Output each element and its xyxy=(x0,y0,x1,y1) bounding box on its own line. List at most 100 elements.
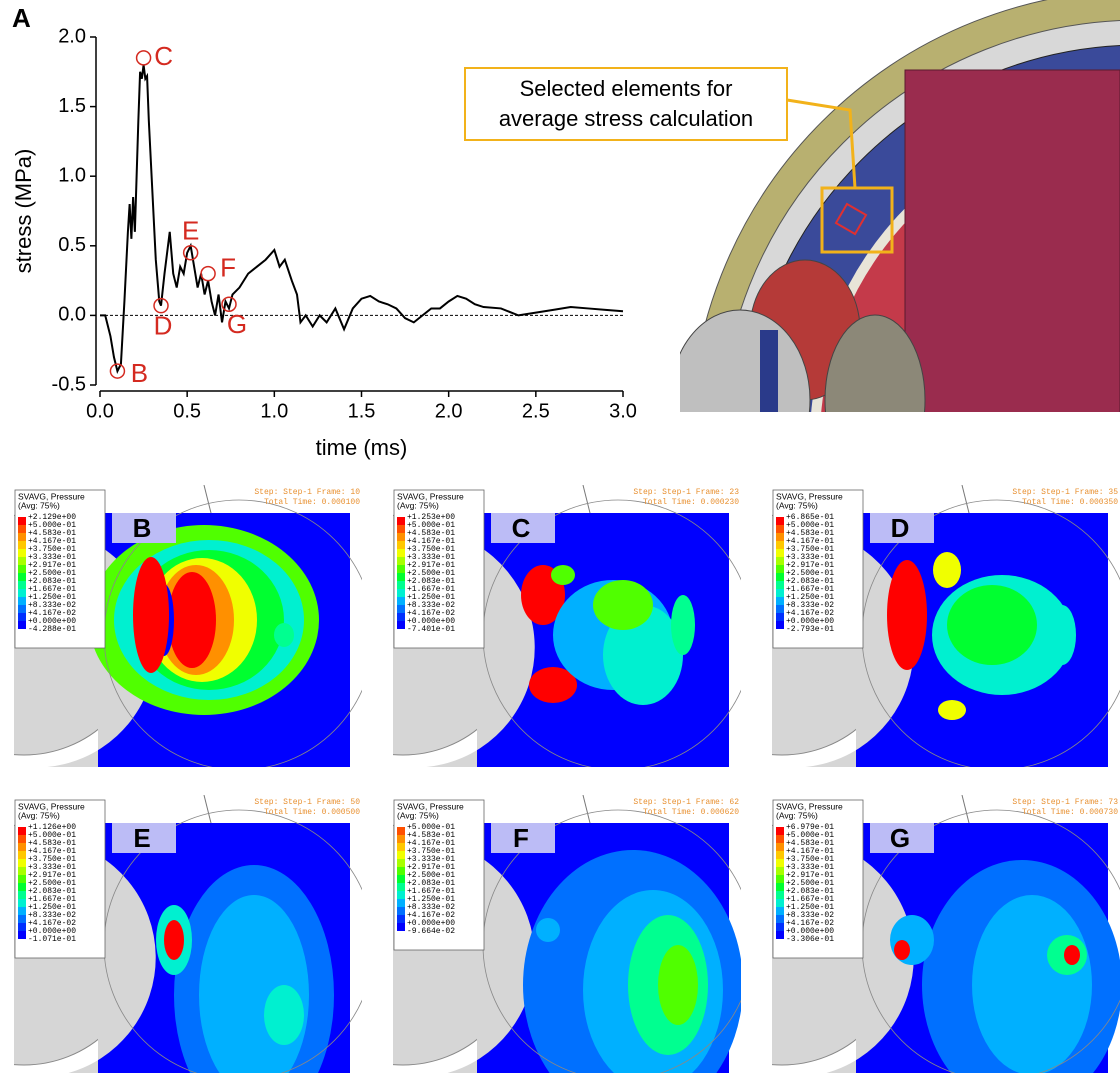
legend-swatch xyxy=(776,525,784,533)
time-header: Total Time: 0.000730 xyxy=(1022,808,1118,817)
legend-swatch xyxy=(18,533,26,541)
legend-swatch xyxy=(776,915,784,923)
legend-swatch xyxy=(397,525,405,533)
legend-swatch xyxy=(776,883,784,891)
legend-swatch xyxy=(18,851,26,859)
step-header: Step: Step-1 Frame: 23 xyxy=(633,488,739,497)
legend-swatch xyxy=(18,573,26,581)
legend-subtitle: (Avg: 75%) xyxy=(776,500,818,510)
legend-swatch xyxy=(18,597,26,605)
legend-label: -1.071e-01 xyxy=(28,935,76,944)
step-header: Step: Step-1 Frame: 73 xyxy=(1012,798,1118,807)
legend-swatch xyxy=(18,891,26,899)
contour-region xyxy=(164,920,184,960)
legend-swatch xyxy=(18,605,26,613)
legend-swatch xyxy=(776,875,784,883)
legend-swatch xyxy=(776,557,784,565)
step-header: Step: Step-1 Frame: 50 xyxy=(254,798,360,807)
annotation-label: D xyxy=(154,311,173,341)
x-tick-label: 3.0 xyxy=(609,400,637,422)
contour-region xyxy=(894,940,910,960)
legend-swatch xyxy=(18,875,26,883)
contour-region xyxy=(933,552,961,588)
annotation-label: C xyxy=(154,41,173,71)
legend-subtitle: (Avg: 75%) xyxy=(776,810,818,820)
legend-swatch xyxy=(776,541,784,549)
panel-letter: G xyxy=(890,823,910,853)
legend-swatch xyxy=(776,843,784,851)
legend-swatch xyxy=(18,541,26,549)
legend-swatch xyxy=(18,859,26,867)
legend-swatch xyxy=(776,573,784,581)
legend-swatch xyxy=(18,613,26,621)
legend-swatch xyxy=(397,851,405,859)
x-tick-label: 0.5 xyxy=(173,400,201,422)
panel-letter: B xyxy=(133,513,152,543)
legend-swatch xyxy=(776,851,784,859)
contour-region xyxy=(168,572,216,668)
annotation-label: B xyxy=(131,358,148,388)
legend-swatch xyxy=(397,605,405,613)
legend-swatch xyxy=(397,915,405,923)
annotation-label: F xyxy=(220,253,236,283)
legend-swatch xyxy=(397,859,405,867)
legend-label: -9.664e-02 xyxy=(407,927,455,936)
x-tick-label: 1.5 xyxy=(348,400,376,422)
x-tick-label: 2.5 xyxy=(522,400,550,422)
time-header: Total Time: 0.000500 xyxy=(264,808,360,817)
legend-swatch xyxy=(18,835,26,843)
legend-swatch xyxy=(776,613,784,621)
time-header: Total Time: 0.000100 xyxy=(264,498,360,507)
contour-region xyxy=(890,915,934,965)
legend-swatch xyxy=(776,597,784,605)
annotation-label: E xyxy=(182,216,199,246)
legend-swatch xyxy=(776,827,784,835)
legend-label: -4.288e-01 xyxy=(28,625,76,634)
legend-swatch xyxy=(776,581,784,589)
x-axis-label: time (ms) xyxy=(316,435,408,460)
legend-swatch xyxy=(18,907,26,915)
legend-subtitle: (Avg: 75%) xyxy=(397,500,439,510)
legend-swatch xyxy=(397,827,405,835)
legend-swatch xyxy=(397,891,405,899)
panel-letter: C xyxy=(512,513,531,543)
legend-swatch xyxy=(397,835,405,843)
y-tick-label: 1.0 xyxy=(58,164,86,186)
legend-swatch xyxy=(397,589,405,597)
panel-letter: E xyxy=(133,823,150,853)
legend-label: -3.306e-01 xyxy=(786,935,834,944)
legend-swatch xyxy=(776,907,784,915)
time-header: Total Time: 0.000620 xyxy=(643,808,739,817)
legend-swatch xyxy=(397,541,405,549)
legend-swatch xyxy=(397,517,405,525)
contour-region xyxy=(671,595,695,655)
time-header: Total Time: 0.000230 xyxy=(643,498,739,507)
legend-swatch xyxy=(397,557,405,565)
step-header: Step: Step-1 Frame: 62 xyxy=(633,798,739,807)
y-tick-label: -0.5 xyxy=(52,373,86,395)
step-header: Step: Step-1 Frame: 35 xyxy=(1012,488,1118,497)
contour-panel: B Step: Step-1 Frame: 10Total Time: 0.000… xyxy=(0,485,374,770)
callout-text: Selected elements for xyxy=(520,76,733,101)
legend-swatch xyxy=(776,835,784,843)
callout-text: average stress calculation xyxy=(499,106,753,131)
contour-region xyxy=(1048,605,1076,665)
contour-region xyxy=(887,560,927,670)
y-axis-label: stress (MPa) xyxy=(11,149,36,274)
annotation-label: G xyxy=(227,309,247,339)
legend-swatch xyxy=(397,581,405,589)
contour-region xyxy=(274,623,294,647)
x-tick-label: 1.0 xyxy=(260,400,288,422)
time-header: Total Time: 0.000350 xyxy=(1022,498,1118,507)
legend-swatch xyxy=(18,581,26,589)
legend-swatch xyxy=(397,899,405,907)
legend-label: -7.401e-01 xyxy=(407,625,455,634)
legend-swatch xyxy=(776,621,784,629)
step-header: Step: Step-1 Frame: 10 xyxy=(254,488,360,497)
legend-swatch xyxy=(397,549,405,557)
legend-subtitle: (Avg: 75%) xyxy=(18,810,60,820)
legend-swatch xyxy=(397,573,405,581)
legend-swatch xyxy=(18,549,26,557)
contour-panel: E Step: Step-1 Frame: 50Total Time: 0.000… xyxy=(0,795,374,1073)
legend-swatch xyxy=(397,867,405,875)
